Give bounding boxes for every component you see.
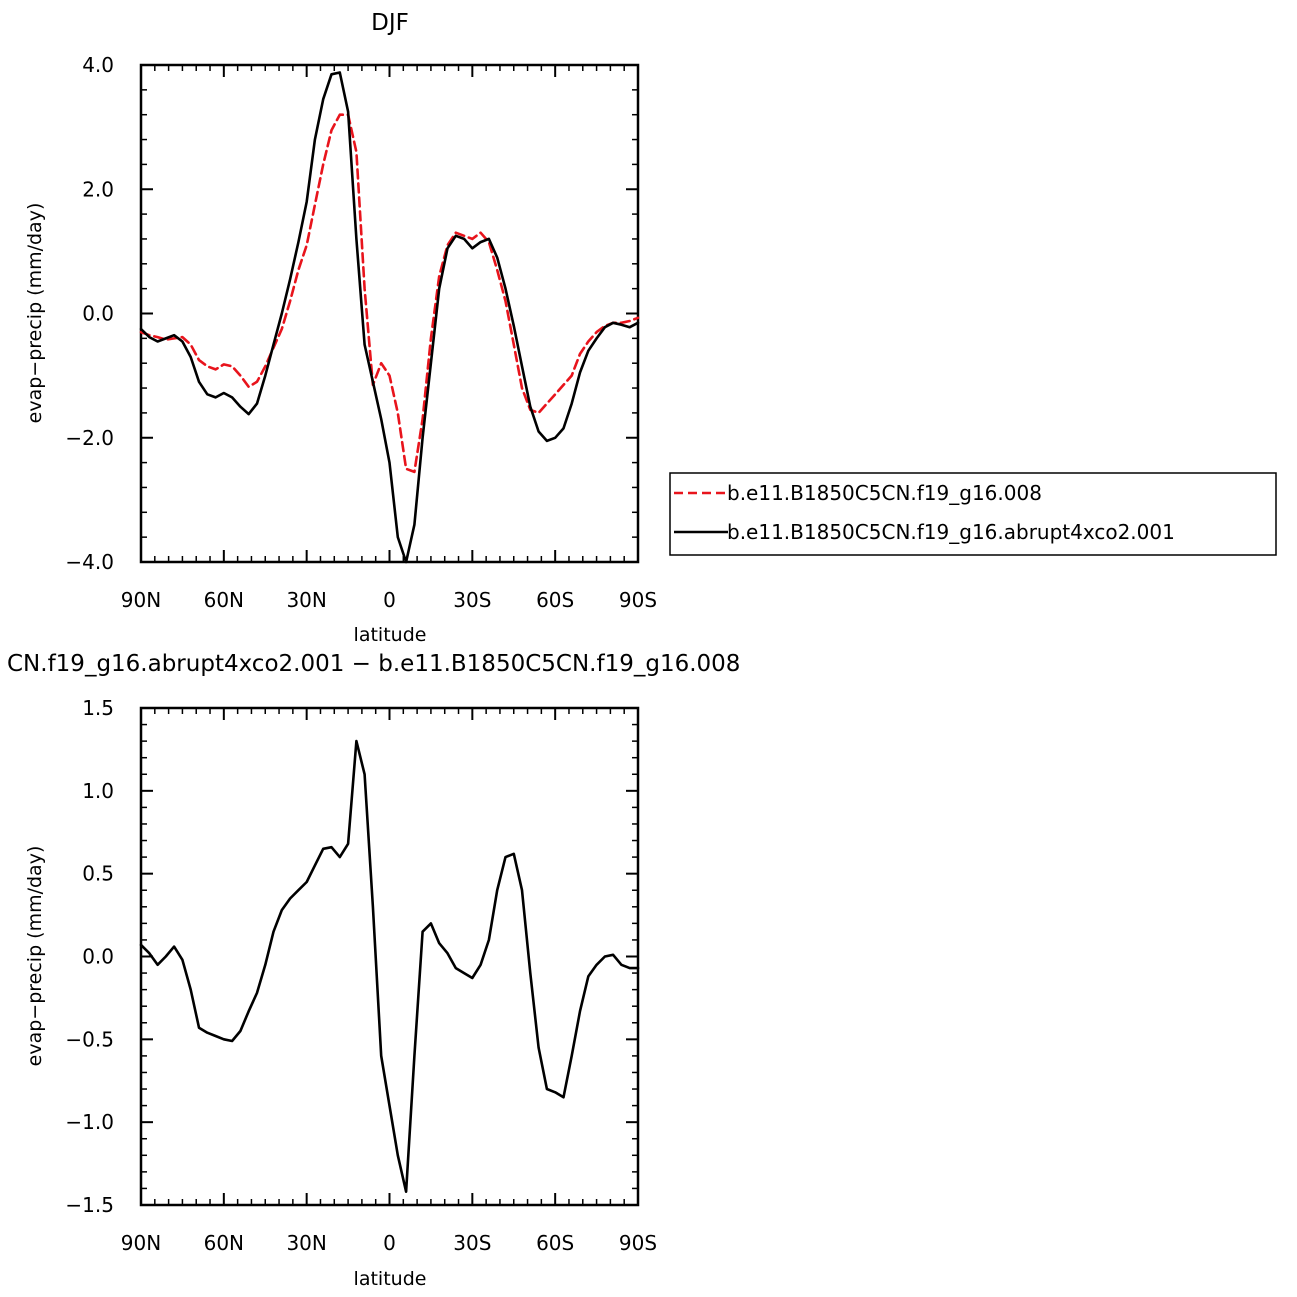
legend-label-control: b.e11.B1850C5CN.f19_g16.008	[727, 481, 1042, 505]
top-y-axis-label: evap−precip (mm/day)	[24, 203, 46, 424]
y-tick-label: 1.5	[82, 696, 114, 720]
y-tick-label: 0.0	[82, 302, 114, 326]
y-tick-label: −2.0	[65, 426, 114, 450]
x-tick-label: 30S	[453, 588, 491, 612]
x-tick-label: 60N	[204, 1231, 244, 1255]
legend-box	[669, 472, 1277, 556]
y-tick-label: −4.0	[65, 550, 114, 574]
x-tick-label: 90N	[121, 1231, 161, 1255]
y-tick-label: −0.5	[65, 1027, 114, 1051]
top-plot-frame	[139, 63, 640, 564]
y-tick-label: −1.5	[65, 1193, 114, 1217]
y-tick-label: −1.0	[65, 1110, 114, 1134]
top-x-axis-label: latitude	[354, 624, 427, 646]
y-tick-label: 0.0	[82, 945, 114, 969]
x-tick-label: 60N	[204, 588, 244, 612]
top-x-tick-labels: 90N 60N 30N 0 30S 60S 90S	[121, 588, 657, 612]
top-chart: DJF 90N 60N 30N 0 30S 60S 90S −4.0 −2.0 0.0 2.0 4.…	[24, 10, 657, 646]
top-ticks	[140, 64, 639, 563]
bottom-y-axis-label: evap−precip (mm/day)	[24, 846, 46, 1067]
y-tick-label: 4.0	[82, 53, 114, 77]
x-tick-label: 60S	[536, 588, 574, 612]
series-line-1	[139, 739, 640, 1193]
x-tick-label: 90S	[619, 1231, 657, 1255]
series-line-2	[139, 71, 640, 564]
legend: b.e11.B1850C5CN.f19_g16.008 b.e11.B1850C…	[669, 472, 1277, 556]
x-tick-label: 0	[383, 1231, 396, 1255]
legend-label-abrupt4xco2: b.e11.B1850C5CN.f19_g16.abrupt4xco2.001	[727, 520, 1175, 544]
y-tick-label: 0.5	[82, 862, 114, 886]
bottom-ticks	[140, 707, 639, 1206]
bottom-series	[139, 739, 640, 1193]
x-tick-label: 60S	[536, 1231, 574, 1255]
bottom-x-axis-label: latitude	[354, 1268, 427, 1290]
bottom-x-tick-labels: 90N 60N 30N 0 30S 60S 90S	[121, 1231, 657, 1255]
bottom-chart: CN.f19_g16.abrupt4xco2.001 − b.e11.B1850…	[7, 651, 740, 1290]
x-tick-label: 30N	[286, 588, 326, 612]
series-line-1	[139, 113, 640, 474]
x-tick-label: 0	[383, 588, 396, 612]
y-tick-label: 2.0	[82, 177, 114, 201]
top-y-tick-labels: −4.0 −2.0 0.0 2.0 4.0	[65, 53, 114, 574]
x-tick-label: 90S	[619, 588, 657, 612]
bottom-y-tick-labels: −1.5 −1.0 −0.5 0.0 0.5 1.0 1.5	[65, 696, 114, 1217]
y-tick-label: 1.0	[82, 779, 114, 803]
bottom-plot-frame	[139, 706, 640, 1207]
top-chart-title: DJF	[371, 10, 409, 36]
x-tick-label: 90N	[121, 588, 161, 612]
top-series	[139, 71, 640, 564]
x-tick-label: 30S	[453, 1231, 491, 1255]
x-tick-label: 30N	[286, 1231, 326, 1255]
bottom-chart-title: CN.f19_g16.abrupt4xco2.001 − b.e11.B1850…	[7, 651, 740, 677]
